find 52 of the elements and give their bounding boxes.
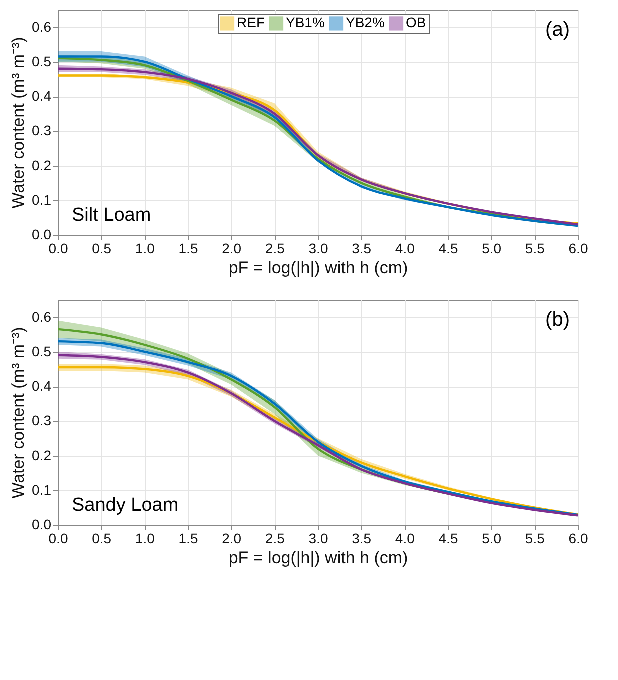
annotation: (a) bbox=[546, 19, 570, 41]
y-tick-label: 0.4 bbox=[32, 88, 52, 104]
x-tick-label: 0.5 bbox=[92, 240, 112, 256]
x-tick-label: 6.0 bbox=[568, 240, 588, 256]
x-tick-label: 6.0 bbox=[568, 530, 588, 546]
x-tick-label: 1.5 bbox=[178, 530, 198, 546]
x-tick-label: 3.0 bbox=[308, 530, 328, 546]
y-tick-label: 0.6 bbox=[32, 18, 52, 35]
x-tick-label: 5.5 bbox=[525, 530, 546, 546]
x-tick-label: 0.0 bbox=[48, 530, 68, 546]
y-tick-label: 0.3 bbox=[32, 412, 52, 429]
x-tick-label: 3.0 bbox=[308, 240, 328, 256]
x-tick-label: 5.0 bbox=[482, 530, 502, 546]
y-tick-label: 0.5 bbox=[32, 53, 52, 70]
x-tick-label: 2.5 bbox=[265, 530, 286, 546]
x-tick-label: 2.0 bbox=[222, 240, 242, 256]
x-tick-label: 2.5 bbox=[265, 240, 286, 256]
x-axis-title: pF = log(|h|) with h (cm) bbox=[228, 258, 408, 278]
y-tick-label: 0.0 bbox=[32, 226, 52, 242]
annotation: Silt Loam bbox=[72, 205, 152, 226]
legend-label: OB bbox=[406, 14, 426, 31]
x-tick-label: 1.5 bbox=[178, 240, 198, 256]
x-axis-title: pF = log(|h|) with h (cm) bbox=[228, 548, 408, 568]
y-tick-label: 0.2 bbox=[32, 447, 52, 464]
x-tick-label: 0.5 bbox=[92, 530, 112, 546]
x-tick-label: 1.0 bbox=[135, 530, 156, 546]
x-tick-label: 3.5 bbox=[352, 240, 372, 256]
y-tick-label: 0.6 bbox=[32, 308, 52, 325]
y-tick-label: 0.2 bbox=[32, 157, 52, 174]
x-tick-label: 5.5 bbox=[525, 240, 546, 256]
y-tick-label: 0.0 bbox=[32, 516, 52, 532]
legend-label: REF bbox=[237, 14, 265, 31]
legend-label: YB1% bbox=[286, 14, 325, 31]
y-axis-title: Water content (m³ m⁻³) bbox=[9, 37, 28, 209]
x-tick-label: 4.5 bbox=[438, 530, 458, 546]
annotation: (b) bbox=[546, 309, 570, 331]
annotation: Sandy Loam bbox=[72, 495, 179, 516]
x-tick-label: 5.0 bbox=[482, 240, 502, 256]
x-tick-label: 4.5 bbox=[438, 240, 458, 256]
y-tick-label: 0.1 bbox=[32, 482, 52, 498]
x-tick-label: 4.0 bbox=[395, 530, 416, 546]
y-axis-title: Water content (m³ m⁻³) bbox=[9, 327, 28, 499]
y-tick-label: 0.3 bbox=[32, 122, 52, 139]
y-tick-label: 0.1 bbox=[32, 192, 52, 208]
x-tick-label: 4.0 bbox=[395, 240, 416, 256]
x-tick-label: 3.5 bbox=[352, 530, 372, 546]
x-tick-label: 2.0 bbox=[222, 530, 242, 546]
y-tick-label: 0.4 bbox=[32, 378, 52, 394]
x-tick-label: 0.0 bbox=[48, 240, 68, 256]
x-tick-label: 1.0 bbox=[135, 240, 156, 256]
legend-label: YB2% bbox=[346, 14, 385, 31]
y-tick-label: 0.5 bbox=[32, 343, 52, 360]
